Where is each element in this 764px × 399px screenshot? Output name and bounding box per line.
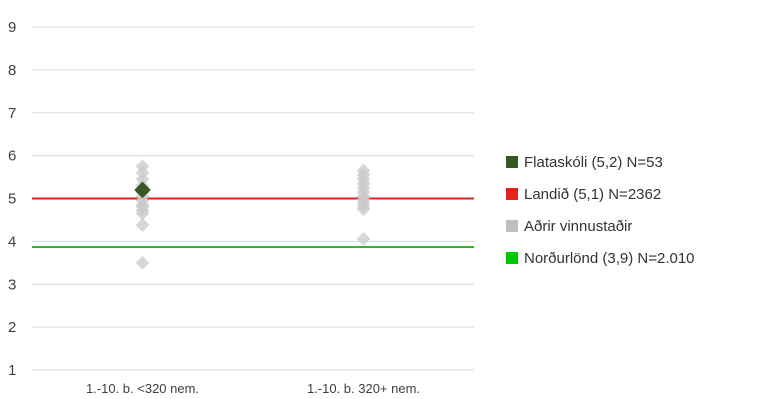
legend-item-landid: Landið (5,1) N=2362 [506, 178, 695, 210]
y-tick-label: 4 [8, 233, 16, 250]
x-category-label: 1.-10. b. <320 nem. [86, 381, 199, 396]
data-point [135, 218, 150, 232]
legend-swatch-adrir-vinnustadir [506, 220, 518, 232]
y-tick-label: 2 [8, 319, 16, 336]
y-tick-label: 6 [8, 148, 16, 165]
legend-item-adrir-vinnustadir: Aðrir vinnustaðir [506, 210, 695, 242]
y-tick-label: 9 [8, 19, 16, 36]
y-tick-label: 3 [8, 276, 16, 293]
legend-item-flataskoli: Flataskóli (5,2) N=53 [506, 146, 695, 178]
x-category-label: 1.-10. b. 320+ nem. [307, 381, 420, 396]
data-point [135, 255, 150, 270]
legend-label-flataskoli: Flataskóli (5,2) N=53 [524, 153, 663, 171]
legend-swatch-flataskoli [506, 156, 518, 168]
legend-item-nordurlond: Norðurlönd (3,9) N=2.010 [506, 242, 695, 274]
chart-legend: Flataskóli (5,2) N=53 Landið (5,1) N=236… [506, 146, 695, 274]
y-tick-label: 1 [8, 362, 16, 379]
data-point [356, 202, 371, 217]
y-tick-label: 5 [8, 191, 16, 208]
data-point [356, 231, 371, 246]
legend-label-adrir-vinnustadir: Aðrir vinnustaðir [524, 217, 633, 235]
data-point [134, 181, 151, 199]
legend-swatch-nordurlond [506, 252, 518, 264]
y-tick-label: 8 [8, 62, 16, 79]
legend-label-landid: Landið (5,1) N=2362 [524, 185, 662, 203]
legend-label-nordurlond: Norðurlönd (3,9) N=2.010 [524, 249, 695, 267]
y-tick-label: 7 [8, 105, 16, 122]
legend-swatch-landid [506, 188, 518, 200]
